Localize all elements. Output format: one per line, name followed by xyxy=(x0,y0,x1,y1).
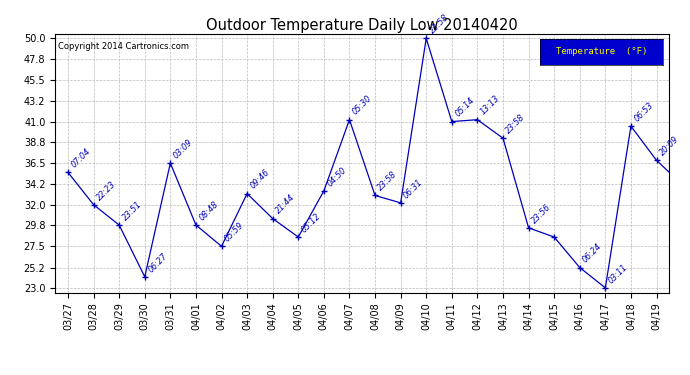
Text: 20:09: 20:09 xyxy=(658,135,681,158)
Text: Copyright 2014 Cartronics.com: Copyright 2014 Cartronics.com xyxy=(58,42,189,51)
Text: 06:27: 06:27 xyxy=(146,251,169,274)
Text: 05:30: 05:30 xyxy=(351,94,374,117)
Text: 22:23: 22:23 xyxy=(95,179,118,202)
Text: 06:12: 06:12 xyxy=(0,374,1,375)
Text: 08:48: 08:48 xyxy=(197,200,220,222)
Text: 05:14: 05:14 xyxy=(453,96,476,119)
Text: 06:31: 06:31 xyxy=(402,177,425,200)
Text: 03:09: 03:09 xyxy=(172,138,195,160)
Text: 23:58: 23:58 xyxy=(428,13,451,36)
Text: 05:59: 05:59 xyxy=(223,221,246,243)
Text: 23:58: 23:58 xyxy=(377,170,400,193)
Text: 05:12: 05:12 xyxy=(299,211,322,234)
Text: 03:11: 03:11 xyxy=(607,262,629,285)
Text: 13:13: 13:13 xyxy=(479,94,502,117)
Text: 06:53: 06:53 xyxy=(632,100,655,123)
Text: 21:44: 21:44 xyxy=(274,193,297,216)
Text: 23:58: 23:58 xyxy=(504,112,527,135)
Text: 23:56: 23:56 xyxy=(530,202,553,225)
Text: 07:04: 07:04 xyxy=(70,147,92,170)
Title: Outdoor Temperature Daily Low 20140420: Outdoor Temperature Daily Low 20140420 xyxy=(206,18,518,33)
Text: 23:51: 23:51 xyxy=(121,200,144,222)
Text: 04:50: 04:50 xyxy=(325,165,348,188)
Text: 06:24: 06:24 xyxy=(581,242,604,265)
Text: 09:46: 09:46 xyxy=(248,168,271,191)
